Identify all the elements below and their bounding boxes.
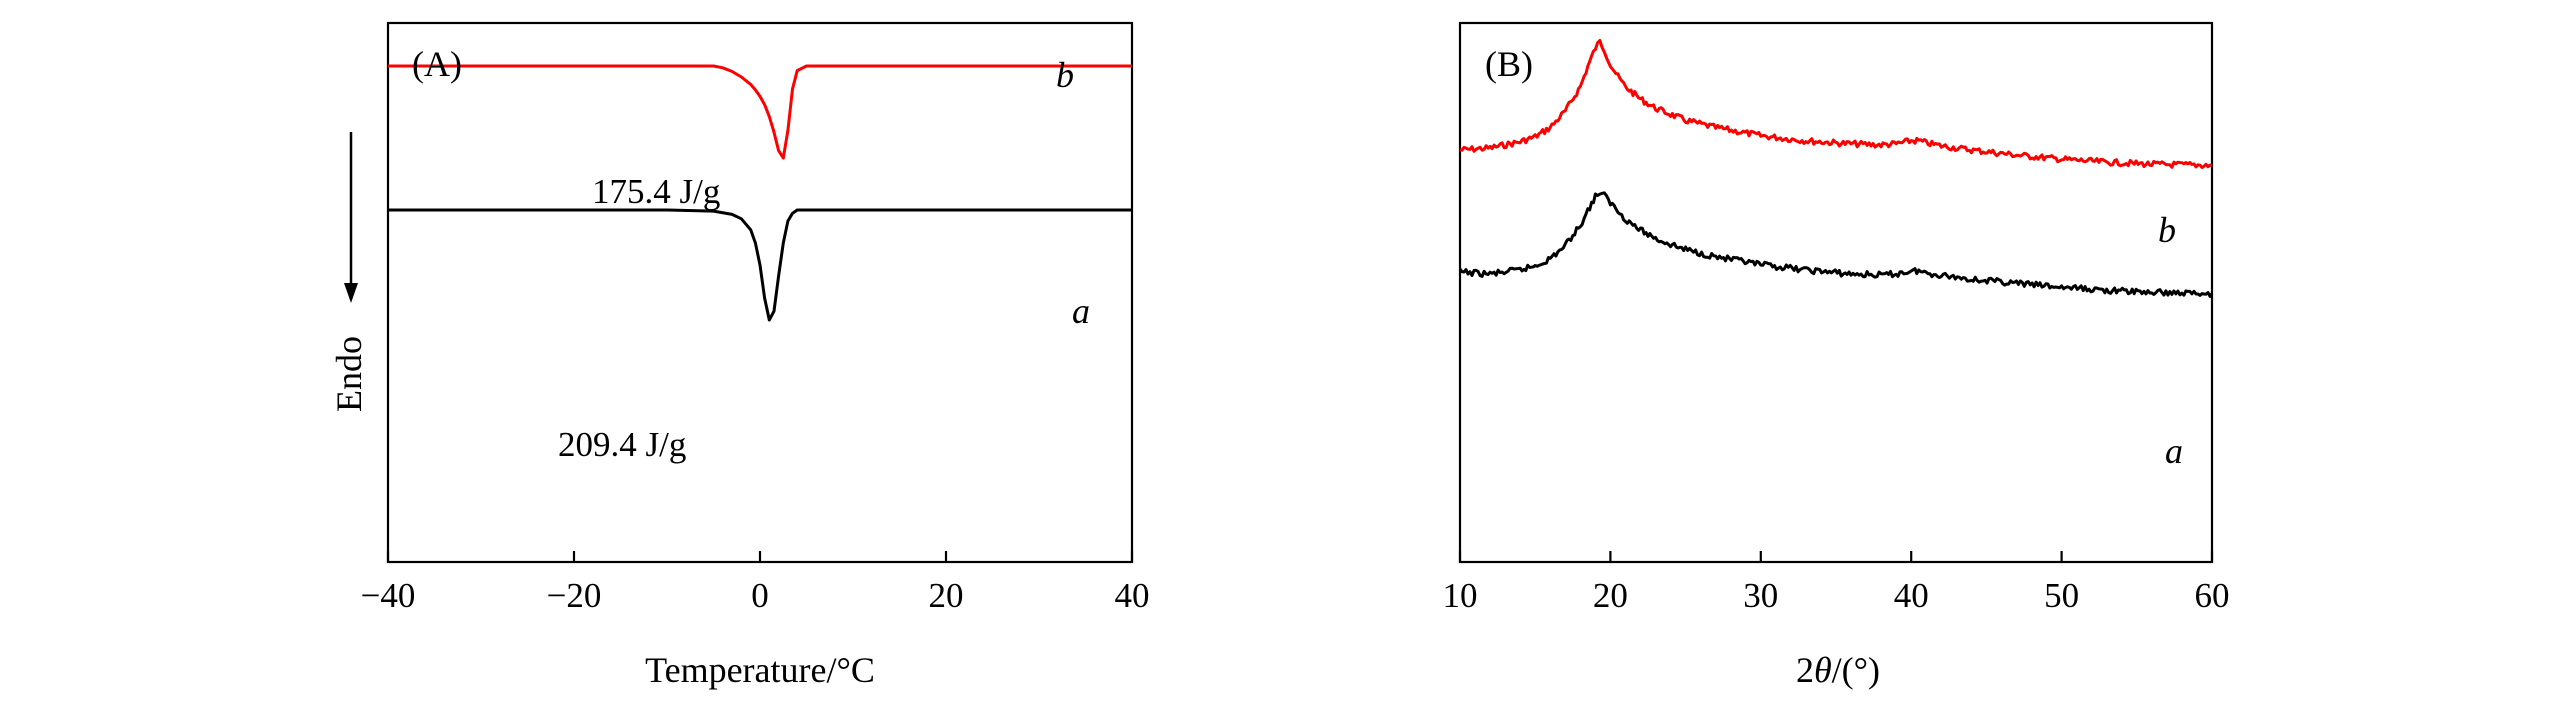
panel-a-frame: [386, 21, 1134, 564]
endo-arrow: [344, 132, 358, 303]
panel-b-frame: [1458, 21, 2214, 564]
panel-b-x-tick-label: 20: [1593, 576, 1628, 615]
panel-b-series-a-label: a: [2165, 431, 2183, 471]
panel-b-series-b-line: [1459, 39, 2213, 169]
panel-b-x-tick-label: 10: [1443, 576, 1478, 615]
panel-b-x-tick-label: 40: [1894, 576, 1929, 615]
panel-a-x-tick-label: 40: [1115, 576, 1150, 615]
panel-b: 10 20 30 40 50 60 (B) b a 2θ/(°): [1443, 21, 2230, 690]
panel-b-x-axis-label-var: θ: [1814, 650, 1832, 690]
panel-a-x-tick-label: 0: [751, 576, 769, 615]
panel-a-curves: [388, 64, 1132, 322]
panel-a-x-axis-label: Temperature/°C: [645, 650, 875, 690]
panel-b-x-axis-label-pre: 2: [1796, 650, 1814, 690]
panel-a-y-axis-label: Endo: [329, 336, 369, 412]
panel-a: −40 −20 0 20 40 (A) b a 175.4 J/g 209.4 J/g …: [329, 21, 1150, 690]
panel-b-x-tick-label: 30: [1743, 576, 1778, 615]
panel-a-series-b-line: [388, 64, 1132, 160]
panel-a-series-a-label: a: [1072, 291, 1090, 331]
panel-b-x-axis-label: 2θ/(°): [1796, 650, 1880, 690]
panel-b-x-tick-label: 50: [2044, 576, 2079, 615]
panel-a-x-tick-label: 20: [929, 576, 964, 615]
panel-a-annotation-a: 209.4 J/g: [558, 425, 686, 464]
endo-arrow-head: [344, 283, 358, 303]
panel-a-x-tick-label: −20: [547, 576, 602, 615]
panel-b-series-a-line: [1458, 191, 2214, 298]
panel-b-x-ticks: 10 20 30 40 50 60: [1443, 551, 2230, 615]
panel-a-x-ticks: −40 −20 0 20 40: [361, 551, 1150, 615]
panel-a-series-a-line: [388, 208, 1132, 322]
panel-a-series-b-label: b: [1056, 55, 1074, 95]
panel-b-curves: [1458, 39, 2214, 298]
panel-a-label: (A): [412, 44, 462, 84]
panel-b-x-tick-label: 60: [2195, 576, 2230, 615]
panel-a-annotation-b: 175.4 J/g: [592, 172, 720, 211]
panel-a-x-tick-label: −40: [361, 576, 416, 615]
panel-b-x-axis-label-post: /(°): [1832, 650, 1880, 690]
panel-b-label: (B): [1485, 44, 1533, 84]
panel-b-series-b-label: b: [2158, 210, 2176, 250]
